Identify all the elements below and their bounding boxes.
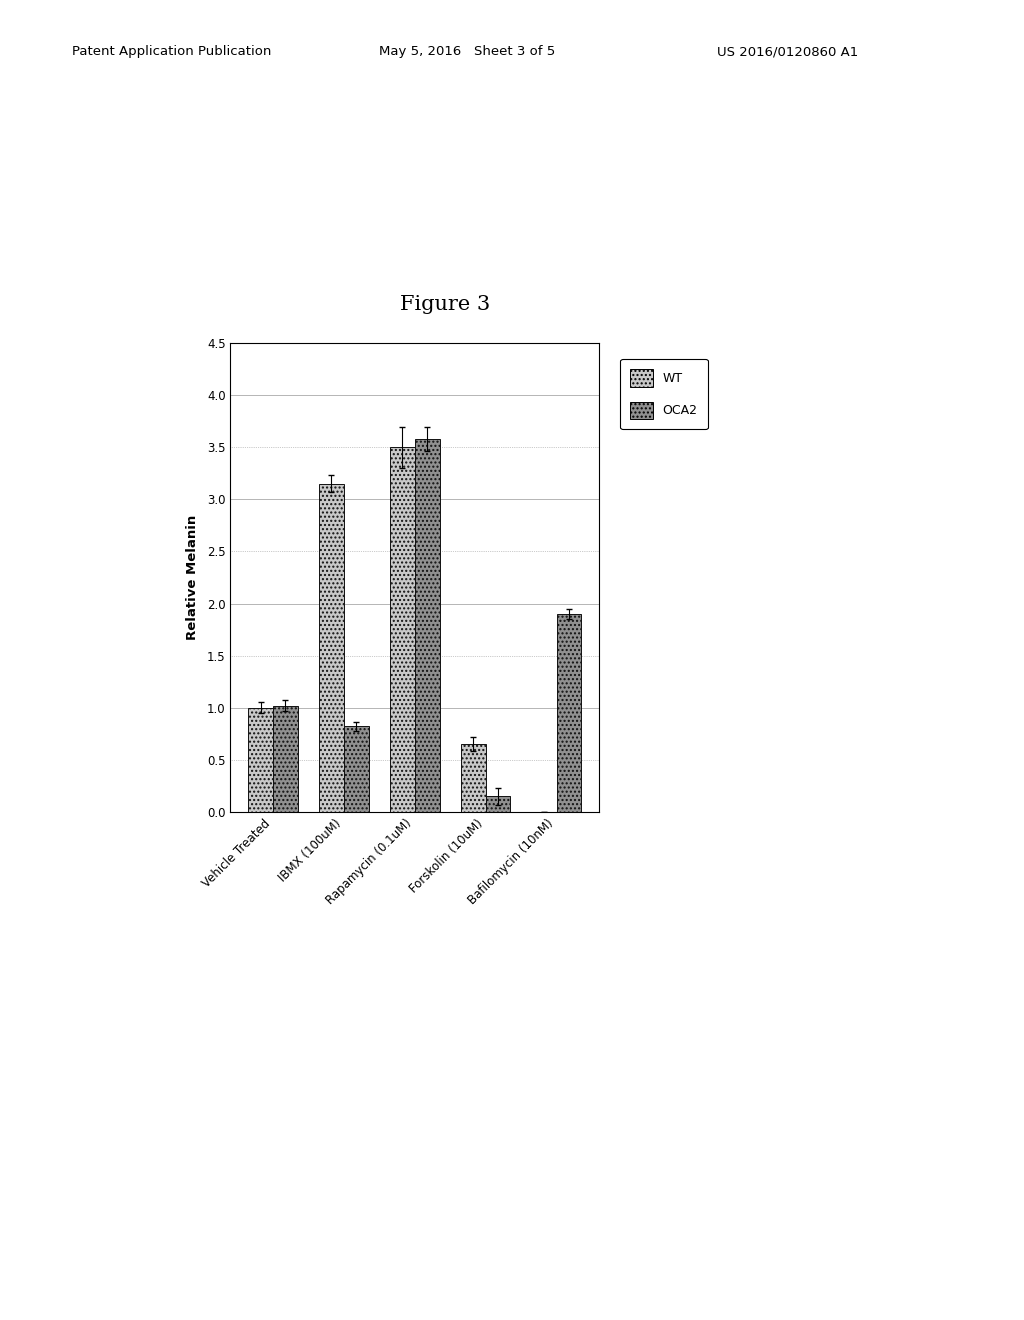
Bar [319,483,344,812]
Bar [461,744,485,812]
Text: US 2016/0120860 A1: US 2016/0120860 A1 [717,45,858,58]
Text: May 5, 2016   Sheet 3 of 5: May 5, 2016 Sheet 3 of 5 [379,45,555,58]
Legend: WT, OCA2: WT, OCA2 [621,359,708,429]
Bar [485,796,510,812]
Bar [344,726,369,812]
Bar [556,614,582,812]
Bar [415,440,439,812]
Y-axis label: Relative Melanin: Relative Melanin [185,515,199,640]
Text: Figure 3: Figure 3 [400,296,490,314]
Text: Patent Application Publication: Patent Application Publication [72,45,271,58]
Bar [273,706,298,812]
Bar [390,447,415,812]
Bar [248,708,273,812]
